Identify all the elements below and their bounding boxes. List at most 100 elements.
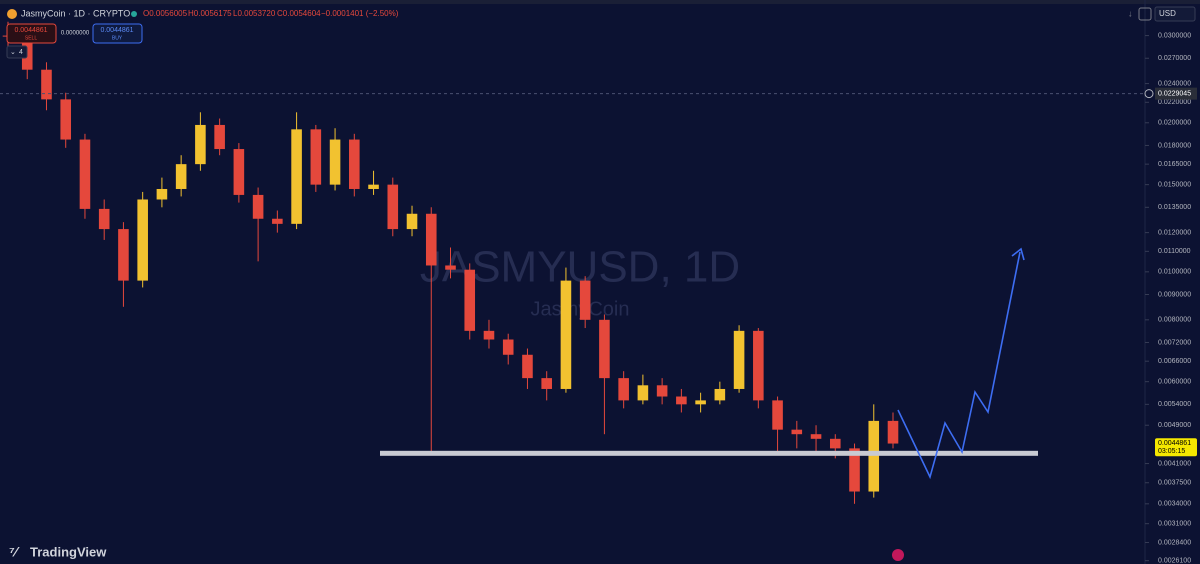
candle-body bbox=[541, 378, 552, 389]
candle-body bbox=[637, 385, 649, 401]
currency: USD bbox=[1159, 9, 1176, 18]
candle-body bbox=[887, 420, 899, 444]
candle-body bbox=[233, 149, 245, 195]
candle-body bbox=[310, 129, 322, 185]
y-tick-label: 0.0066000 bbox=[1158, 358, 1191, 365]
candle-body bbox=[368, 184, 379, 189]
candle-body bbox=[137, 199, 148, 281]
y-tick-label: 0.0090000 bbox=[1158, 291, 1191, 298]
projection-line bbox=[897, 251, 1021, 480]
candle-body bbox=[579, 280, 591, 320]
y-tick-label: 0.0037500 bbox=[1158, 480, 1191, 487]
ohlc-open: O0.0056005 bbox=[143, 9, 188, 18]
y-tick-label: 0.0080000 bbox=[1158, 317, 1191, 324]
y-tick-label: 0.0049000 bbox=[1158, 422, 1191, 429]
ohlc-high: H0.0056175 bbox=[188, 9, 232, 18]
y-tick-label: 0.0200000 bbox=[1158, 120, 1191, 127]
indicator-chevron: ⌄ bbox=[10, 49, 16, 56]
candle-body bbox=[753, 330, 764, 401]
candle-body bbox=[714, 388, 726, 401]
y-tick-label: 0.0180000 bbox=[1158, 142, 1191, 149]
y-tick-label: 0.0240000 bbox=[1158, 80, 1191, 87]
y-tick-label: 0.0060000 bbox=[1158, 379, 1191, 386]
candle-body bbox=[829, 438, 841, 449]
settings-button[interactable] bbox=[1138, 7, 1152, 21]
candle-body bbox=[272, 218, 283, 224]
currency-select[interactable] bbox=[1154, 6, 1196, 22]
indicator-count: 4 bbox=[19, 49, 23, 56]
candle-body bbox=[118, 229, 129, 281]
ohlc-low: L0.0053720 bbox=[233, 9, 276, 18]
y-tick-label: 0.0041000 bbox=[1158, 460, 1191, 467]
candle-body bbox=[175, 164, 187, 189]
y-tick-label: 0.0031000 bbox=[1158, 521, 1191, 528]
candle-body bbox=[60, 99, 72, 140]
crosshair-label-box bbox=[1155, 87, 1197, 100]
y-tick-label: 0.0220000 bbox=[1158, 99, 1191, 106]
logo[interactable]: TradingView bbox=[30, 544, 107, 559]
candle-body bbox=[849, 448, 860, 492]
top-edge bbox=[0, 0, 1200, 4]
last-price: 0.0044861 bbox=[1158, 440, 1191, 447]
y-tick-label: 0.0150000 bbox=[1158, 181, 1191, 188]
y-tick-label: 0.0026100 bbox=[1158, 558, 1191, 564]
y-tick-label: 0.0300000 bbox=[1158, 32, 1191, 39]
candle-body bbox=[406, 213, 418, 230]
y-tick-label: 0.0054000 bbox=[1158, 401, 1191, 408]
candle-body bbox=[464, 269, 476, 331]
symbol-icon bbox=[7, 9, 17, 19]
candle-body bbox=[676, 396, 687, 405]
crosshair-label: 0.0229045 bbox=[1158, 90, 1191, 97]
countdown: 03:05:15 bbox=[1158, 448, 1185, 455]
candle-body bbox=[810, 434, 822, 439]
symbol[interactable]: JasmyCoin · 1D · CRYPTO bbox=[21, 8, 130, 18]
candle-body bbox=[618, 378, 629, 401]
candle-body bbox=[483, 330, 495, 340]
ohlc-close: C0.0054604 bbox=[277, 9, 321, 18]
candle-body bbox=[791, 429, 803, 435]
candle-body bbox=[349, 139, 360, 189]
y-tick-label: 0.0270000 bbox=[1158, 55, 1191, 62]
spread: 0.0000000 bbox=[61, 31, 90, 37]
plot: 0.0300000 0.0270000 0.0240000 0.0220000 0.02… bbox=[0, 21, 1197, 564]
candle-body bbox=[41, 69, 52, 100]
last-price-box bbox=[1155, 438, 1197, 457]
candle-body bbox=[695, 400, 706, 405]
projection-arrow bbox=[1011, 247, 1025, 261]
candle-body bbox=[560, 280, 572, 389]
support-line bbox=[380, 450, 1038, 456]
buy-button[interactable] bbox=[92, 23, 143, 44]
event-flag[interactable] bbox=[892, 549, 904, 561]
candle-body bbox=[156, 188, 168, 200]
y-tick-label: 0.0135000 bbox=[1158, 204, 1191, 211]
ohlc-change: −0.0001401 (−2.50%) bbox=[321, 9, 399, 18]
market-status bbox=[131, 11, 137, 17]
y-tick-label: 0.0110000 bbox=[1158, 248, 1191, 255]
y-tick-label: 0.0100000 bbox=[1158, 269, 1191, 276]
y-tick-label: 0.0072000 bbox=[1158, 339, 1191, 346]
candle-body bbox=[502, 339, 514, 355]
crosshair-plus bbox=[1144, 89, 1154, 99]
sell-price: 0.0044861 bbox=[14, 27, 47, 34]
sell-label: SELL bbox=[25, 35, 37, 41]
y-tick-label: 0.0028400 bbox=[1158, 539, 1191, 546]
indicator-toggle[interactable] bbox=[6, 45, 28, 59]
candle-body bbox=[252, 194, 264, 219]
candle-body bbox=[98, 208, 110, 230]
buy-label: BUY bbox=[112, 35, 123, 41]
scroll-down[interactable]: ↓ bbox=[1128, 8, 1133, 18]
candle-body bbox=[445, 265, 456, 270]
candle-body bbox=[656, 385, 668, 397]
sell-button[interactable] bbox=[6, 23, 57, 44]
candle-body bbox=[522, 354, 533, 379]
y-tick-label: 0.0034000 bbox=[1158, 501, 1191, 508]
candle-body bbox=[425, 213, 437, 266]
y-tick-label: 0.0165000 bbox=[1158, 161, 1191, 168]
y-tick-label: 0.0120000 bbox=[1158, 229, 1191, 236]
candle-body bbox=[195, 124, 206, 165]
candle-body bbox=[79, 139, 91, 209]
candle-body bbox=[733, 330, 745, 389]
buy-price: 0.0044861 bbox=[100, 27, 133, 34]
